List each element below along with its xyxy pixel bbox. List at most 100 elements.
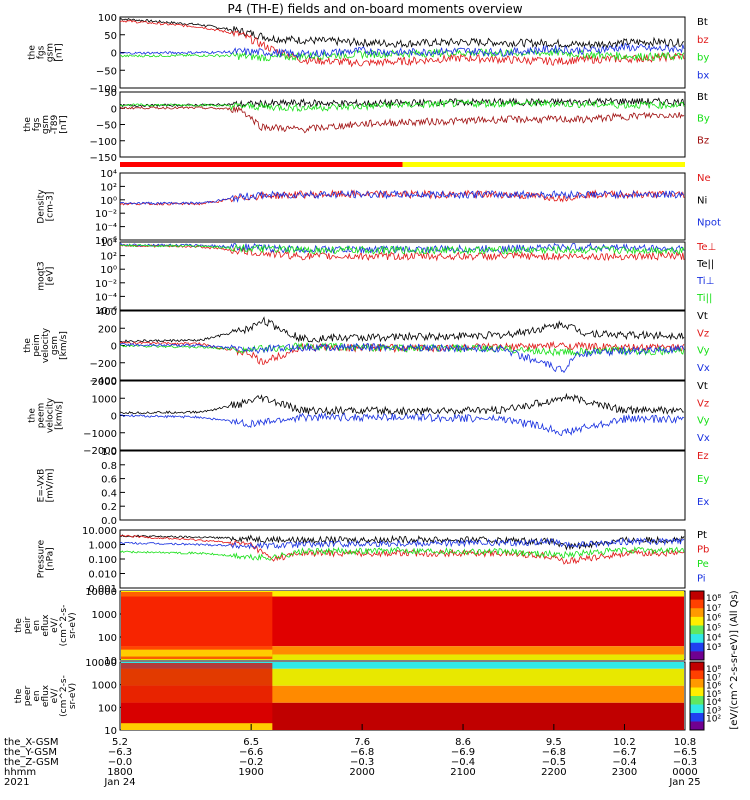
x-tick-X: 8.6 bbox=[455, 737, 471, 748]
y-tick-label: −1000 bbox=[83, 429, 117, 440]
y-axis-label: fgs bbox=[32, 117, 42, 131]
legend-entry: Vz bbox=[697, 328, 709, 339]
y-axis-label: the bbox=[14, 688, 24, 703]
y-axis-label: -T89 bbox=[50, 115, 60, 135]
colorbar-upper-swatch bbox=[690, 616, 704, 626]
y-axis-label: en bbox=[32, 690, 42, 701]
y-tick-label: 0.010 bbox=[88, 570, 117, 581]
y-tick-label: −200 bbox=[90, 359, 117, 370]
y-tick-label: 50 bbox=[104, 88, 117, 99]
panel-frame-moqt3 bbox=[119, 241, 686, 311]
colorbar-upper-tick: 10⁶ bbox=[706, 614, 721, 624]
spectrogram-band bbox=[121, 654, 684, 660]
y-tick-label: 10 bbox=[104, 656, 117, 667]
chart-title: P4 (TH-E) fields and on-board moments ov… bbox=[227, 2, 523, 16]
legend-entry: Ne bbox=[697, 173, 711, 184]
y-axis-label: peim bbox=[32, 334, 42, 357]
series-line-Pi bbox=[119, 537, 685, 550]
y-tick-label: 200 bbox=[98, 324, 117, 335]
y-tick-label: 10⁻⁴ bbox=[95, 292, 117, 303]
colorbar-upper-swatch bbox=[690, 642, 704, 652]
series-line-Te⊥ bbox=[119, 244, 685, 262]
y-axis-label: the bbox=[28, 45, 38, 60]
colorbar-upper-swatch bbox=[690, 625, 704, 635]
y-tick-label: 0 bbox=[111, 412, 117, 423]
series-line-Vx bbox=[119, 342, 685, 374]
legend-entry: Vt bbox=[697, 311, 708, 322]
colorbar-upper-swatch bbox=[690, 608, 704, 618]
series-line-Bt bbox=[119, 17, 685, 49]
series-line-Bz bbox=[119, 106, 685, 134]
series-line-Vx bbox=[119, 412, 685, 437]
y-tick-label: 400 bbox=[98, 307, 117, 318]
y-axis-label: velocity bbox=[46, 397, 56, 433]
y-tick-label: 10² bbox=[100, 252, 117, 263]
x-row-label: the_Y-GSM bbox=[4, 747, 57, 758]
y-tick-label: 10 bbox=[104, 726, 117, 737]
x-tick-X: 10.2 bbox=[613, 737, 635, 748]
y-axis-label: Density bbox=[37, 189, 47, 224]
x-tick-X: 5.2 bbox=[112, 737, 128, 748]
spectrogram-early-band bbox=[121, 649, 273, 657]
y-axis-label: the bbox=[23, 338, 33, 353]
colorbar-lower-tick: 10⁸ bbox=[706, 665, 721, 675]
series-line-by bbox=[120, 47, 685, 62]
x-tick-X: 6.5 bbox=[243, 737, 259, 748]
y-tick-label: 10⁻⁴ bbox=[95, 223, 117, 234]
y-tick-label: 0.6 bbox=[101, 475, 117, 486]
y-axis-label: eflux bbox=[41, 684, 51, 707]
spectrogram-early-region bbox=[121, 592, 273, 659]
colorbar-lower-frame bbox=[689, 661, 705, 731]
y-axis-label: the bbox=[23, 117, 33, 132]
y-tick-label: 10.000 bbox=[82, 526, 117, 537]
y-axis-label: eV/ bbox=[50, 688, 60, 704]
series-line-Npot bbox=[119, 189, 685, 205]
series-line-Ne bbox=[119, 189, 685, 206]
y-axis-label: eV/ bbox=[50, 617, 60, 633]
x-row-label: hhmm bbox=[4, 767, 36, 778]
y-tick-label: −100 bbox=[90, 137, 117, 148]
x-tick-Z: −0.3 bbox=[673, 757, 697, 768]
x-tick-X: 9.5 bbox=[546, 737, 562, 748]
x-tick-Z: −0.5 bbox=[542, 757, 566, 768]
legend-entry: Bt bbox=[697, 17, 708, 28]
panel-frame-pressure bbox=[119, 529, 686, 589]
colorbar-lower-tick: 10⁶ bbox=[706, 682, 721, 692]
legend-entry: Pb bbox=[697, 545, 709, 556]
y-axis-label: en bbox=[32, 620, 42, 631]
colorbar-upper-tick: 10⁷ bbox=[706, 604, 721, 614]
y-tick-label: 100 bbox=[98, 633, 117, 644]
colorbar-lower-tick: 10⁵ bbox=[706, 690, 721, 700]
y-tick-label: −50 bbox=[96, 121, 117, 132]
legend-entry: Npot bbox=[697, 218, 721, 229]
legend-entry: Pi bbox=[697, 574, 706, 585]
y-axis-label: peer bbox=[23, 685, 33, 706]
legend-entry: Vz bbox=[697, 398, 709, 409]
y-axis-label: E=-VxB bbox=[37, 469, 47, 503]
legend-entry: Vy bbox=[697, 416, 710, 427]
series-line-Vt bbox=[119, 316, 685, 343]
colorbar-lower-swatch bbox=[690, 704, 704, 714]
colorbar-upper-tick: 10⁴ bbox=[706, 633, 721, 643]
colorbar-lower-tick: 10⁴ bbox=[706, 698, 721, 708]
y-axis-label: the bbox=[14, 618, 24, 633]
x-tick-Y: −6.7 bbox=[612, 747, 636, 758]
y-axis-label: peem bbox=[37, 403, 47, 429]
y-tick-label: 1000 bbox=[92, 394, 117, 405]
legend-entry: Ni bbox=[697, 195, 707, 206]
y-tick-label: 100 bbox=[98, 703, 117, 714]
y-axis-label: [km/s] bbox=[59, 331, 69, 360]
y-tick-label: 10⁰ bbox=[100, 265, 117, 276]
y-axis-label: gsm bbox=[41, 115, 51, 134]
mode-bar-red bbox=[120, 162, 403, 167]
y-tick-label: 0.100 bbox=[88, 555, 117, 566]
y-tick-label: 0.2 bbox=[101, 502, 117, 513]
series-line-By bbox=[119, 98, 685, 113]
y-tick-label: 0 bbox=[111, 342, 117, 353]
colorbar-lower-swatch bbox=[690, 679, 704, 688]
legend-entry: Ey bbox=[697, 474, 709, 485]
y-tick-label: 0.001 bbox=[88, 584, 117, 595]
x-tick-hhmm: 2100 bbox=[450, 767, 475, 778]
x-tick-date: Jan 24 bbox=[103, 777, 135, 788]
